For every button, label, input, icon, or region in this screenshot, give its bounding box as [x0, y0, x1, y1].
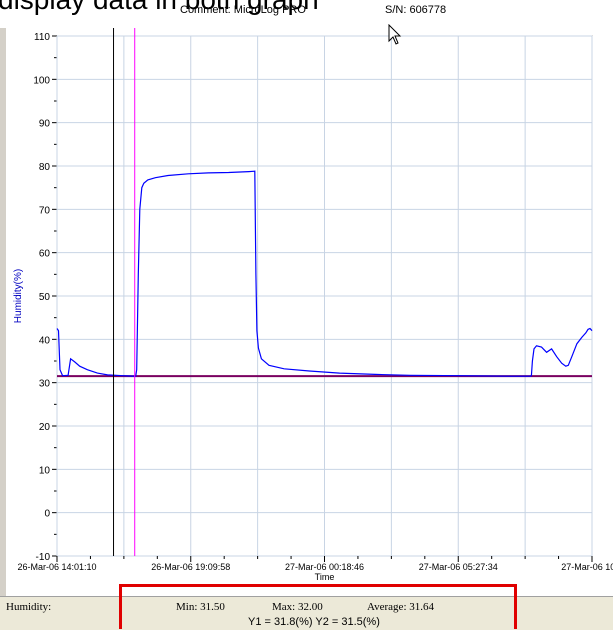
window-border [0, 28, 6, 596]
x-tick-label: 27-Mar-06 05:27:34 [419, 562, 498, 572]
y-tick-label: 50 [39, 292, 51, 303]
y-tick-label: 110 [34, 32, 50, 43]
y-tick-label: 60 [39, 249, 51, 260]
x-tick-label: 26-Mar-06 14:01:10 [17, 562, 96, 572]
y-tick-label: 100 [33, 75, 50, 86]
y-tick-label: 0 [44, 509, 50, 520]
chart-comment: Comment: MicroLog PRO [180, 4, 306, 16]
y-tick-label: 70 [39, 205, 51, 216]
x-axis-title: Time [315, 572, 335, 582]
y-tick-label: 90 [39, 119, 51, 130]
cursor-readout: Y1 = 31.8(%) Y2 = 31.5(%) [248, 616, 380, 628]
y-tick-label: 80 [39, 162, 51, 173]
x-tick-label: 26-Mar-06 19:09:58 [151, 562, 230, 572]
y-axis-title: Humidity(%) [13, 269, 24, 323]
y-tick-label: 30 [39, 379, 51, 390]
x-tick-label: 27-Mar-06 10:3 [561, 562, 613, 572]
highlight-box [119, 584, 517, 629]
statistics-bar: Humidity: Min: 31.50 Max: 32.00 Average:… [0, 596, 613, 630]
page-banner: display data in both graph [0, 0, 319, 14]
top-strip: display data in both graph Comment: Micr… [0, 0, 613, 28]
humidity-series-line [56, 170, 593, 377]
stats-max: Max: 32.00 [272, 601, 323, 613]
serial-number: S/N: 606778 [385, 4, 447, 16]
y-tick-label: 40 [39, 335, 51, 346]
y-tick-label: 20 [39, 422, 51, 433]
x-tick-label: 27-Mar-06 00:18:46 [285, 562, 364, 572]
stats-min: Min: 31.50 [176, 601, 225, 613]
y-tick-label: 10 [39, 465, 51, 476]
stats-channel-label: Humidity: [6, 601, 52, 613]
y-tick-label: -10 [36, 552, 51, 563]
mouse-pointer-icon [388, 24, 402, 45]
stats-average: Average: 31.64 [367, 601, 434, 613]
